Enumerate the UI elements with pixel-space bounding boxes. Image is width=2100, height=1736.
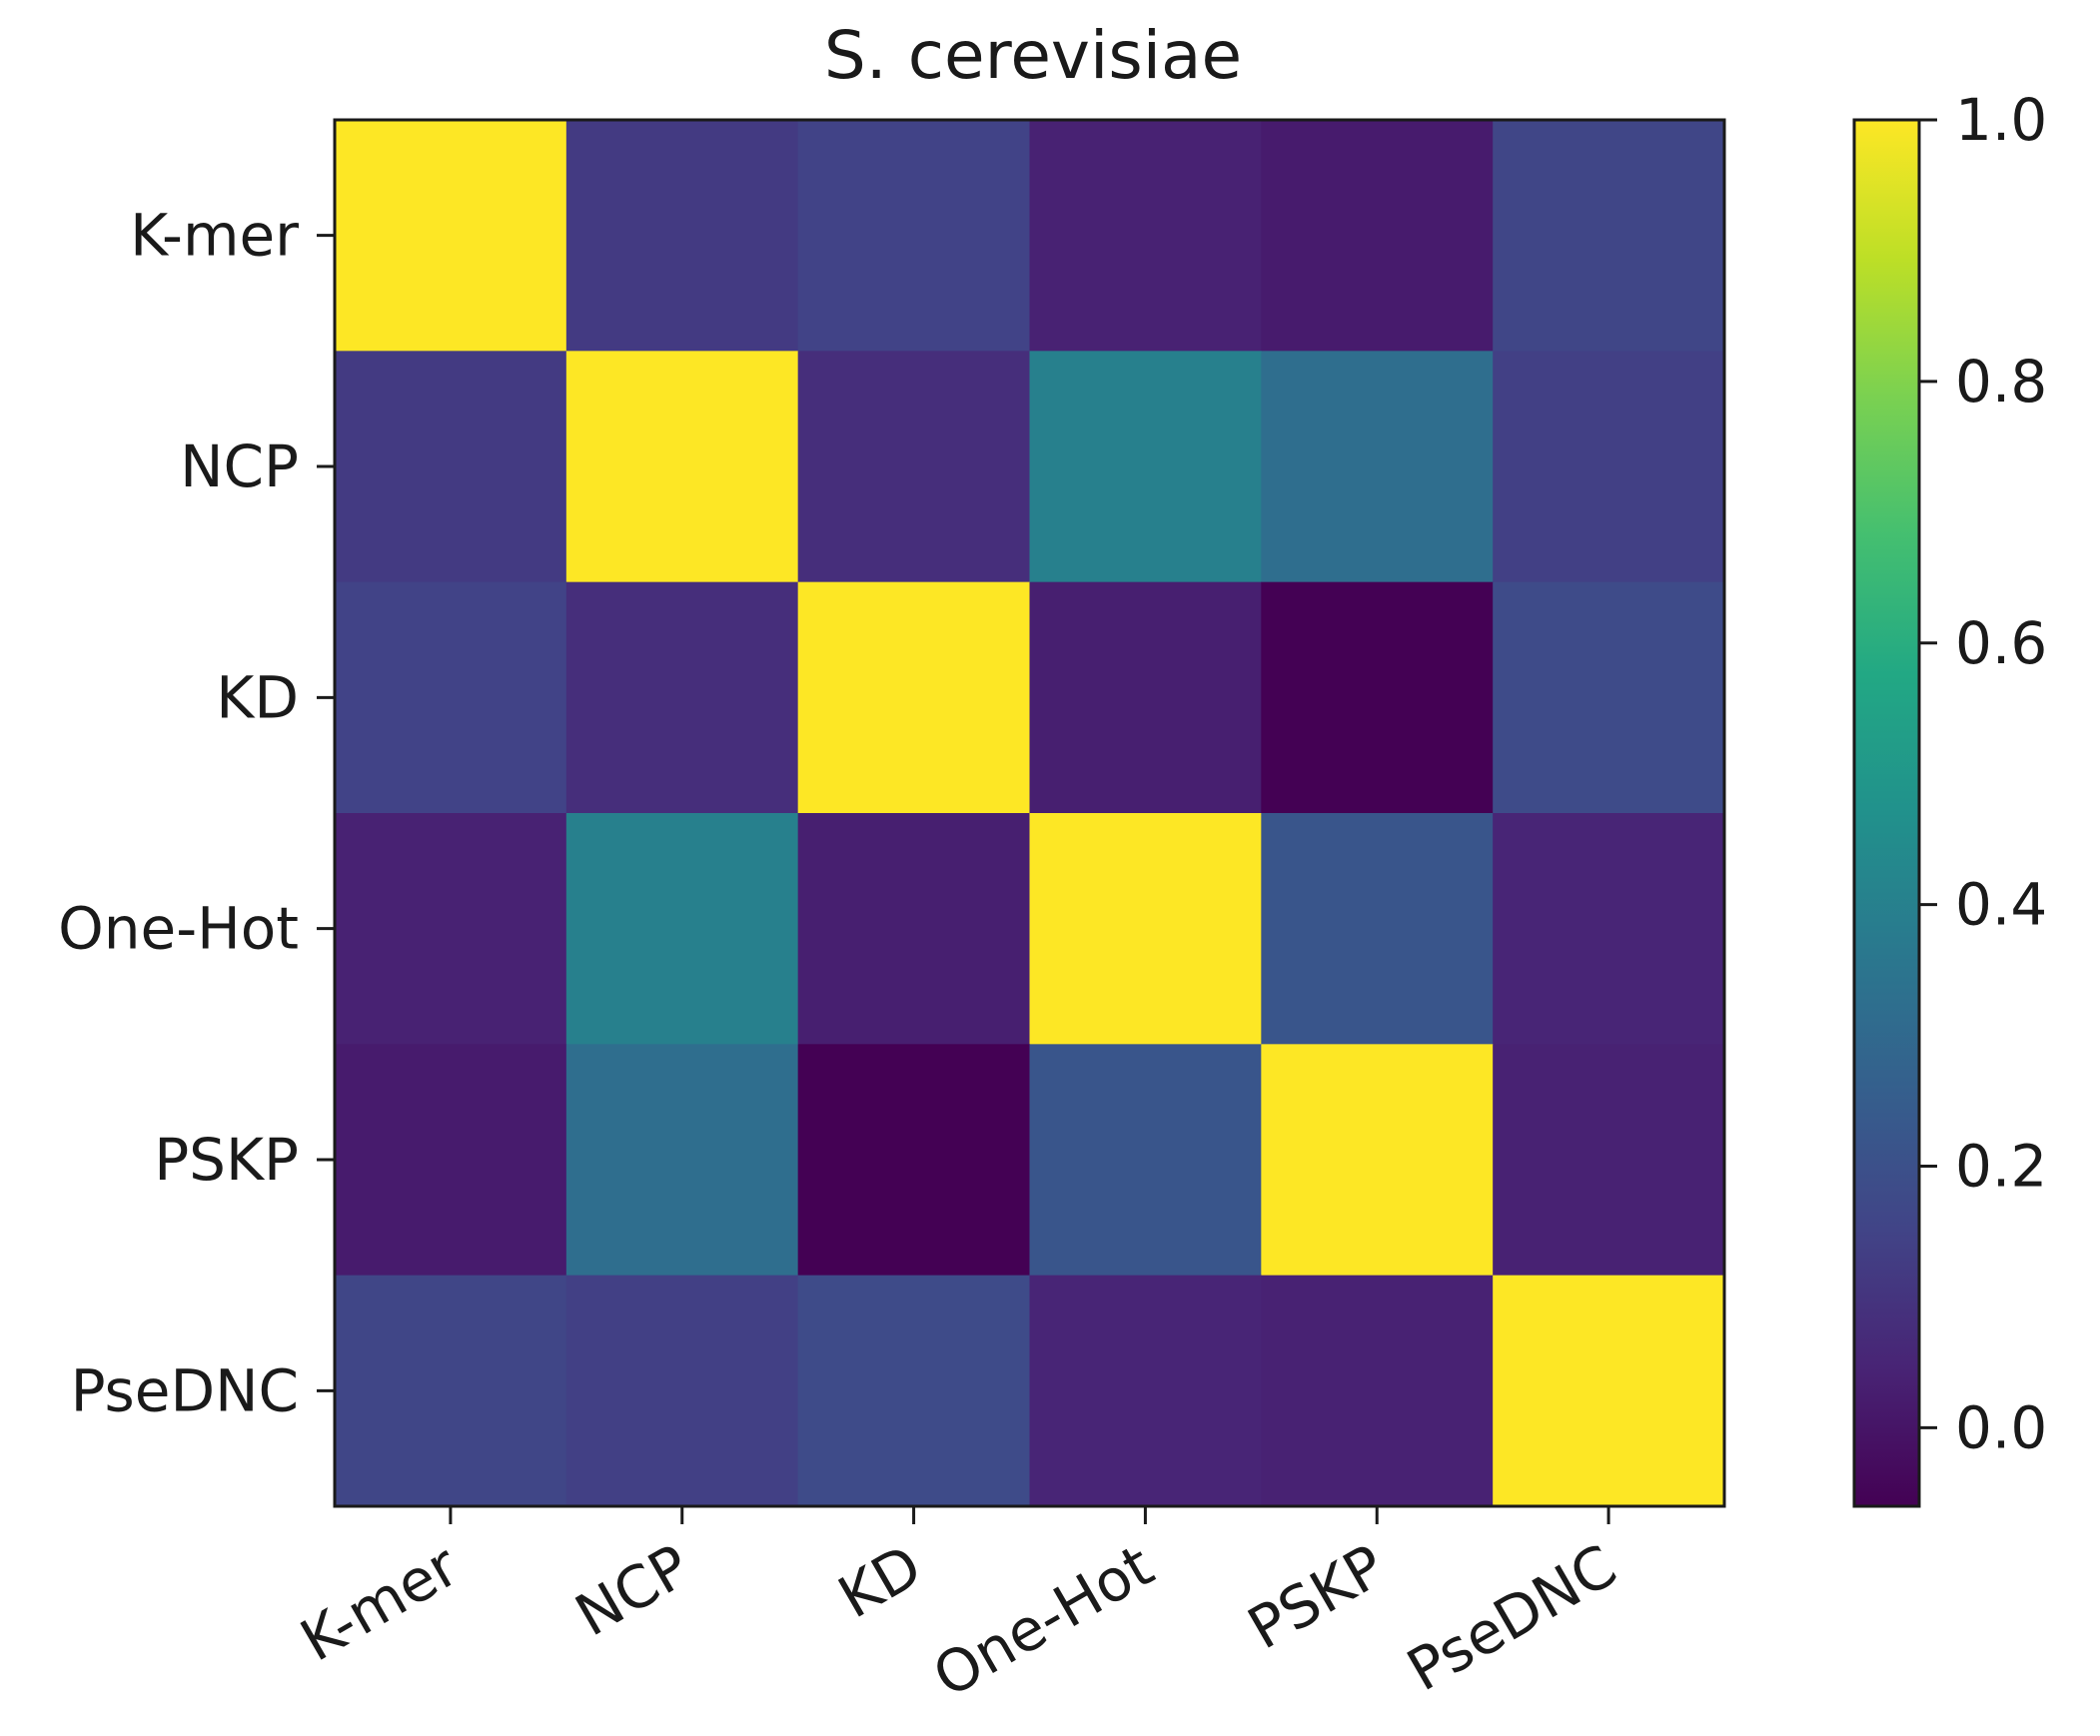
x-tick-label: PseDNC (1396, 1531, 1627, 1704)
heatmap-cell-k-mer-one-hot (1029, 120, 1262, 352)
heatmap-cell-k-mer-k-mer (335, 120, 567, 352)
y-tick-label: KD (216, 663, 299, 731)
heatmap-cell-pskp-psednc (1493, 1044, 1725, 1277)
colorbar-tick-label: 0.4 (1955, 871, 2047, 939)
heatmap-cell-ncp-pskp (1261, 351, 1494, 583)
y-tick-label: PSKP (154, 1126, 299, 1194)
heatmap-cell-one-hot-ncp (565, 813, 799, 1045)
heatmap-cell-psednc-ncp (565, 1275, 799, 1507)
y-axis: K-mer NCP KD One-Hot PSKP PseDNC (58, 202, 335, 1424)
heatmap-cell-k-mer-pskp (1261, 120, 1494, 352)
heatmap-cell-kd-one-hot (1029, 581, 1262, 814)
colorbar-frame (1852, 118, 1921, 1508)
x-tick-label: PSKP (1237, 1531, 1396, 1662)
heatmap-cell-ncp-k-mer (335, 351, 567, 583)
y-tick-label: K-mer (130, 202, 299, 270)
colorbar-tick-label: 0.8 (1955, 348, 2047, 416)
heatmap-cell-psednc-pskp (1261, 1275, 1494, 1507)
heatmap-cells (335, 120, 1725, 1507)
heatmap-cell-pskp-ncp (565, 1044, 799, 1277)
colorbar-tick-label: 1.0 (1955, 86, 2047, 154)
heatmap-cell-kd-k-mer (335, 581, 567, 814)
heatmap-cell-k-mer-ncp (565, 120, 799, 352)
y-tick-label: PseDNC (71, 1356, 299, 1424)
colorbar-tick-label: 0.0 (1955, 1393, 2047, 1461)
heatmap-cell-psednc-psednc (1493, 1275, 1725, 1507)
heatmap-cell-ncp-ncp (565, 351, 799, 583)
heatmap-cell-kd-psednc (1493, 581, 1725, 814)
y-tick-label: NCP (180, 433, 299, 500)
colorbar-tick-label: 0.6 (1955, 609, 2047, 677)
chart-title: S. cerevisiae (824, 17, 1242, 94)
heatmap-cell-ncp-kd (797, 351, 1031, 583)
plot-frame (333, 118, 1726, 1508)
x-tick-label: KD (827, 1531, 933, 1631)
x-tick-label: NCP (564, 1531, 701, 1649)
heatmap-cell-one-hot-psednc (1493, 813, 1725, 1045)
colorbar-gradient (1854, 120, 1919, 1506)
x-tick-label: K-mer (290, 1531, 470, 1674)
colorbar: 0.0 0.2 0.4 0.6 0.8 1.0 (1852, 86, 2047, 1508)
heatmap-cell-pskp-pskp (1261, 1044, 1494, 1277)
heatmap-cell-kd-pskp (1261, 581, 1494, 814)
heatmap-cell-one-hot-k-mer (335, 813, 567, 1045)
x-tick-label: One-Hot (922, 1531, 1165, 1710)
heatmap-cell-pskp-k-mer (335, 1044, 567, 1277)
heatmap-cell-one-hot-kd (797, 813, 1031, 1045)
heatmap-cell-psednc-kd (797, 1275, 1031, 1507)
heatmap-cell-k-mer-kd (797, 120, 1031, 352)
heatmap-cell-pskp-one-hot (1029, 1044, 1262, 1277)
heatmap-cell-one-hot-one-hot (1029, 813, 1262, 1045)
heatmap-cell-pskp-kd (797, 1044, 1031, 1277)
heatmap-cell-kd-kd (797, 581, 1031, 814)
heatmap-cell-psednc-one-hot (1029, 1275, 1262, 1507)
heatmap-cell-ncp-psednc (1493, 351, 1725, 583)
heatmap-cell-one-hot-pskp (1261, 813, 1494, 1045)
colorbar-tick-label: 0.2 (1955, 1133, 2047, 1201)
y-tick-label: One-Hot (58, 895, 299, 963)
heatmap-cell-kd-ncp (565, 581, 799, 814)
colorbar-axis: 0.0 0.2 0.4 0.6 0.8 1.0 (1919, 86, 2047, 1461)
heatmap-cell-psednc-k-mer (335, 1275, 567, 1507)
heatmap-cell-ncp-one-hot (1029, 351, 1262, 583)
heatmap-cell-k-mer-psednc (1493, 120, 1725, 352)
